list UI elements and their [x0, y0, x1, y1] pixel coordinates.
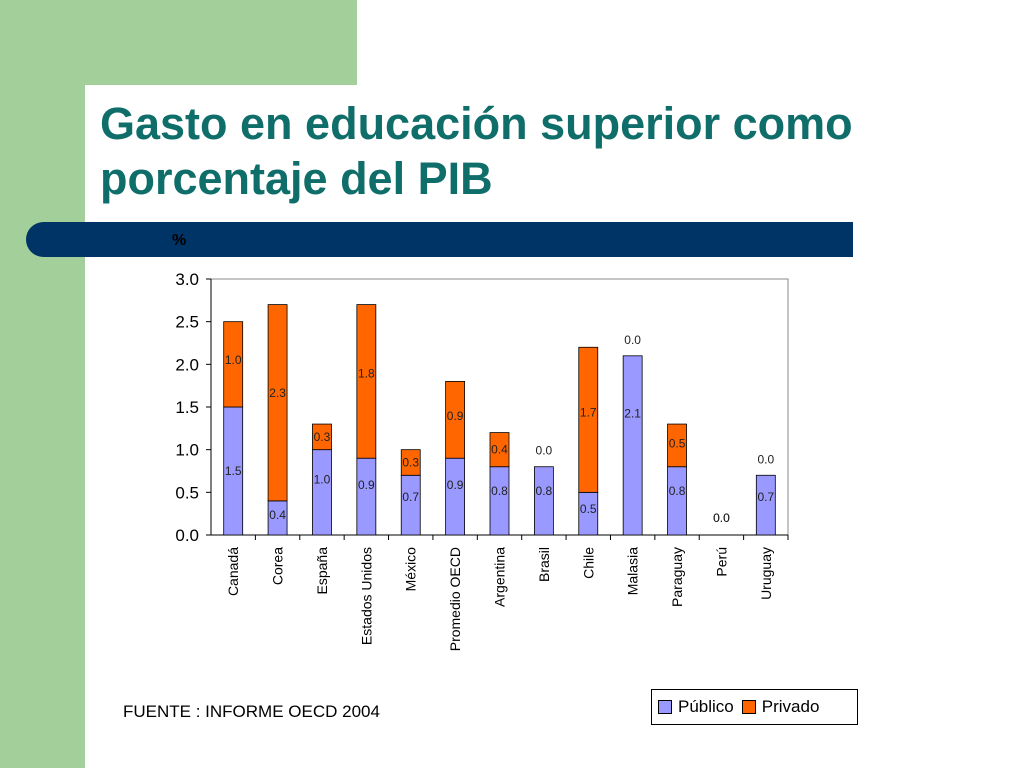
x-category-label: Chile — [580, 547, 596, 579]
data-label-privado: 0.0 — [624, 333, 641, 347]
y-tick-label: 1.0 — [175, 441, 199, 460]
bar-privado-estados-unidos — [356, 304, 377, 459]
data-label-publico: 2.1 — [624, 407, 641, 421]
chart-legend: Público Privado — [651, 689, 858, 725]
slide-title: Gasto en educación superior como porcent… — [100, 98, 853, 204]
legend-item-privado: Privado — [741, 697, 820, 717]
data-label-privado: 1.7 — [580, 406, 597, 420]
data-label-privado: 0.4 — [491, 443, 508, 457]
bar-privado-m-xico — [400, 449, 421, 476]
sidebar-decoration — [0, 0, 85, 768]
data-label-publico: 0.8 — [536, 484, 553, 498]
bar-publico-malasia — [622, 355, 643, 536]
bar-publico-uruguay — [755, 474, 776, 536]
data-label-privado: 0.3 — [314, 430, 331, 444]
data-label-publico: 0.8 — [491, 484, 508, 498]
y-axis-unit-label: % — [172, 232, 187, 249]
legend-label-privado: Privado — [761, 697, 820, 716]
data-label-publico: 0.7 — [402, 490, 419, 504]
bar-privado-chile — [578, 346, 599, 493]
data-label-publico: 1.0 — [314, 472, 331, 486]
bar-privado-canad- — [223, 321, 244, 408]
data-label-publico: 0.8 — [669, 484, 686, 498]
bar-publico-argentina — [489, 466, 510, 536]
bar-publico-estados-unidos — [356, 457, 377, 536]
bar-privado-argentina — [489, 432, 510, 468]
bar-privado-corea — [267, 304, 288, 502]
header-band — [26, 222, 853, 257]
bar-publico-promedio-oecd — [445, 457, 466, 536]
legend-swatch-privado — [741, 700, 756, 714]
x-category-label: Promedio OECD — [447, 547, 463, 651]
x-category-label: Canadá — [225, 547, 241, 596]
source-note: FUENTE : INFORME OECD 2004 — [123, 702, 380, 721]
bar-publico-paraguay — [667, 466, 687, 536]
y-tick-label: 3.0 — [175, 270, 199, 289]
y-tick-label: 2.0 — [175, 355, 199, 374]
data-label-privado: 2.3 — [269, 386, 286, 400]
data-label-privado: 1.8 — [358, 367, 375, 381]
data-label-publico: 1.5 — [225, 464, 242, 478]
x-category-label: Perú — [713, 547, 729, 577]
x-category-label: España — [314, 547, 330, 595]
bar-publico-brasil — [533, 466, 554, 536]
x-category-label: Estados Unidos — [358, 547, 374, 645]
data-label-publico: 0.7 — [757, 490, 774, 504]
x-category-label: Argentina — [492, 547, 508, 607]
data-label-privado: 1.0 — [225, 353, 242, 367]
bar-privado-promedio-oecd — [445, 380, 466, 459]
bar-privado-paraguay — [667, 423, 687, 468]
data-label-publico: 0.5 — [580, 502, 597, 516]
x-category-label: Uruguay — [758, 547, 774, 600]
data-label-publico: 0.9 — [358, 478, 375, 492]
data-label-privado: 0.0 — [757, 452, 774, 466]
x-category-label: Corea — [270, 547, 286, 585]
data-label-publico: 0.4 — [269, 508, 286, 522]
x-category-label: Paraguay — [669, 547, 685, 607]
bar-publico-espa-a — [312, 449, 332, 536]
top-decoration — [85, 0, 357, 85]
x-category-label: Brasil — [536, 547, 552, 582]
data-label-publico: 0.0 — [713, 511, 730, 525]
data-label-privado: 0.9 — [447, 409, 464, 423]
data-label-privado: 0.5 — [669, 436, 686, 450]
x-category-label: México — [403, 547, 419, 592]
y-tick-label: 0.5 — [175, 483, 199, 502]
legend-swatch-publico — [658, 700, 672, 714]
data-label-privado: 0.3 — [402, 455, 419, 469]
bar-publico-m-xico — [400, 474, 421, 536]
data-label-privado: 0.0 — [713, 511, 730, 525]
y-tick-label: 2.5 — [175, 313, 199, 332]
legend-item-publico: Público — [658, 697, 734, 717]
y-tick-label: 0.0 — [175, 526, 199, 545]
data-label-publico: 0.9 — [447, 478, 464, 492]
data-label-privado: 0.0 — [536, 444, 553, 458]
y-tick-label: 1.5 — [175, 398, 199, 417]
bar-privado-espa-a — [312, 423, 332, 451]
x-category-label: Malasia — [625, 547, 641, 595]
legend-label-publico: Público — [678, 697, 734, 716]
